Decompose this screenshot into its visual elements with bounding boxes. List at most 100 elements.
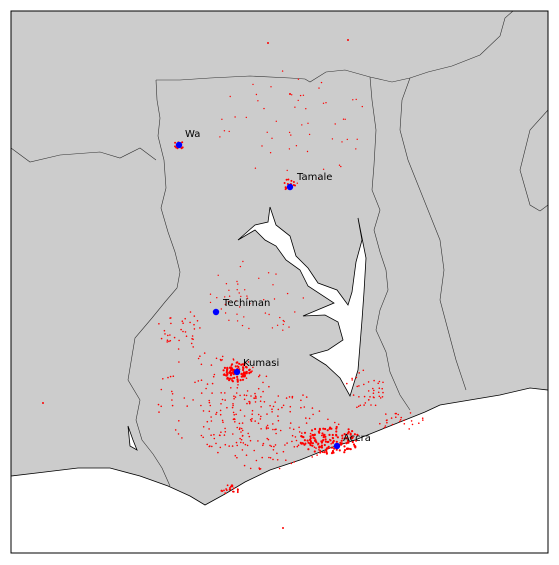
- settlement-point: [170, 322, 172, 325]
- settlement-point: [221, 490, 224, 492]
- settlement-point: [239, 437, 241, 440]
- settlement-point: [230, 364, 233, 367]
- settlement-point: [311, 433, 314, 437]
- settlement-point: [224, 399, 226, 401]
- settlement-point: [236, 313, 238, 315]
- settlement-point: [262, 442, 265, 445]
- settlement-point: [242, 368, 245, 372]
- settlement-point: [208, 399, 210, 402]
- settlement-point: [277, 419, 280, 422]
- settlement-point: [318, 449, 320, 451]
- settlement-point: [237, 488, 239, 491]
- settlement-point: [213, 373, 216, 376]
- settlement-point: [294, 311, 296, 313]
- settlement-point: [220, 392, 222, 394]
- settlement-point: [253, 397, 255, 400]
- settlement-point: [313, 433, 316, 436]
- settlement-point: [267, 42, 269, 44]
- settlement-point: [274, 401, 277, 403]
- settlement-point: [237, 384, 239, 386]
- settlement-point: [288, 148, 291, 150]
- settlement-point: [235, 413, 237, 416]
- settlement-point: [403, 419, 406, 422]
- settlement-point: [356, 138, 358, 140]
- settlement-point: [247, 361, 250, 363]
- settlement-point: [397, 413, 400, 416]
- settlement-point: [385, 419, 388, 422]
- settlement-point: [222, 374, 225, 376]
- settlement-point: [224, 427, 226, 430]
- settlement-point: [209, 404, 212, 407]
- settlement-point: [184, 331, 187, 333]
- settlement-points: [42, 39, 424, 529]
- settlement-point: [215, 411, 218, 414]
- settlement-point: [240, 438, 243, 441]
- settlement-point: [272, 458, 274, 461]
- settlement-point: [236, 444, 238, 447]
- settlement-point: [307, 448, 310, 451]
- map-frame: [10, 10, 549, 554]
- settlement-point: [301, 442, 304, 444]
- settlement-point: [232, 411, 235, 414]
- settlement-point: [192, 399, 194, 401]
- settlement-point: [248, 372, 251, 375]
- settlement-point: [367, 390, 370, 392]
- settlement-point: [384, 425, 387, 427]
- settlement-point: [318, 446, 321, 449]
- settlement-point: [254, 167, 257, 169]
- settlement-point: [177, 348, 180, 350]
- settlement-point: [262, 444, 264, 447]
- settlement-point: [206, 383, 209, 385]
- settlement-point: [241, 422, 244, 424]
- settlement-point: [193, 315, 196, 317]
- settlement-point: [309, 432, 312, 435]
- settlement-point: [245, 394, 248, 397]
- settlement-point: [335, 440, 338, 443]
- settlement-point: [173, 336, 176, 339]
- settlement-point: [243, 415, 246, 417]
- settlement-point: [282, 527, 284, 529]
- settlement-point: [258, 467, 261, 469]
- settlement-point: [395, 416, 397, 419]
- settlement-point: [336, 436, 339, 439]
- settlement-point: [318, 427, 321, 430]
- settlement-point: [279, 316, 281, 319]
- settlement-point: [272, 449, 275, 451]
- settlement-point: [197, 380, 200, 382]
- settlement-point: [288, 326, 290, 328]
- settlement-point: [292, 184, 295, 186]
- settlement-point: [268, 313, 270, 316]
- settlement-point: [182, 330, 184, 333]
- settlement-point: [283, 320, 285, 323]
- city-label-tamale: Tamale: [296, 172, 332, 183]
- settlement-point: [243, 398, 246, 401]
- settlement-point: [245, 454, 248, 457]
- settlement-point: [200, 379, 203, 382]
- settlement-point: [355, 98, 357, 101]
- settlement-point: [305, 422, 308, 424]
- ghana-west-border: [127, 79, 181, 487]
- settlement-point: [357, 405, 360, 408]
- settlement-point: [352, 99, 354, 101]
- settlement-point: [308, 417, 311, 420]
- settlement-point: [271, 408, 273, 411]
- settlement-point: [208, 445, 211, 448]
- settlement-point: [266, 424, 269, 427]
- settlement-point: [223, 130, 226, 132]
- settlement-point: [337, 423, 340, 426]
- settlement-point: [346, 432, 349, 435]
- settlement-point: [390, 417, 393, 419]
- settlement-point: [254, 392, 256, 395]
- settlement-point: [249, 371, 252, 374]
- settlement-point: [269, 152, 272, 154]
- settlement-point: [356, 385, 359, 388]
- settlement-point: [290, 462, 293, 465]
- settlement-point: [311, 442, 314, 445]
- settlement-point: [363, 383, 365, 386]
- settlement-point: [228, 319, 230, 321]
- settlement-point: [212, 375, 215, 378]
- settlement-point: [330, 446, 334, 449]
- settlement-point: [219, 434, 221, 437]
- settlement-point: [329, 426, 332, 429]
- settlement-point: [263, 107, 265, 110]
